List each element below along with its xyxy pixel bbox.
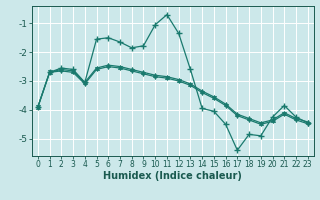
X-axis label: Humidex (Indice chaleur): Humidex (Indice chaleur) [103, 171, 242, 181]
